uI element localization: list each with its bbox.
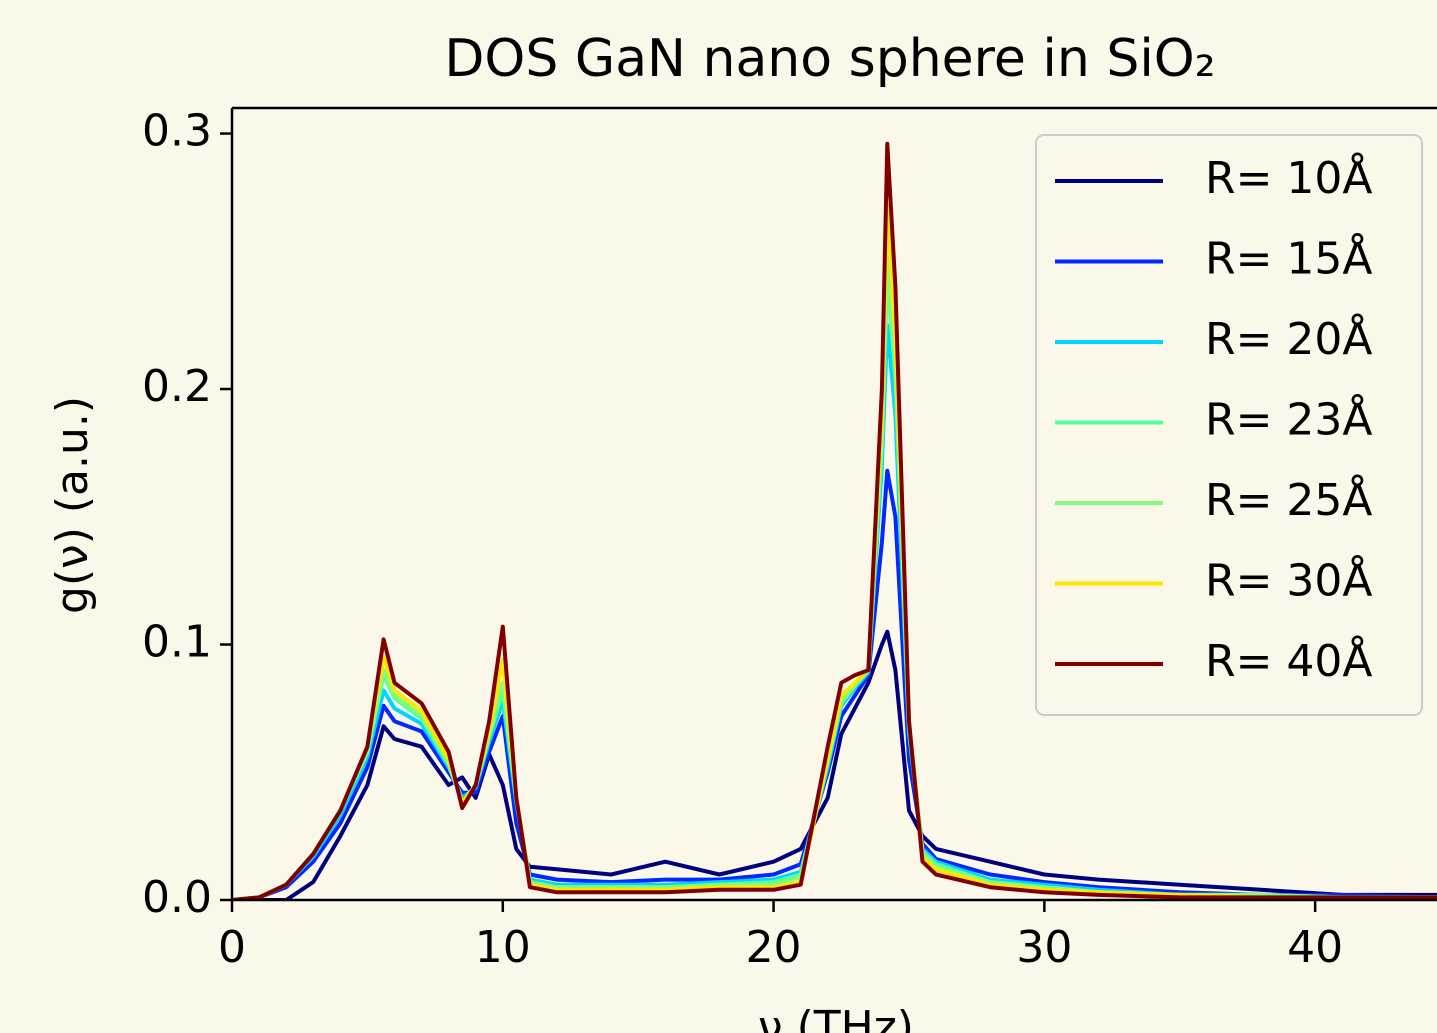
series-line	[232, 254, 1437, 900]
x-tick-label: 20	[746, 922, 802, 973]
y-tick-label: 0.1	[142, 617, 212, 668]
x-tick-label: 30	[1016, 922, 1072, 973]
legend-label: R= 23Å	[1205, 393, 1373, 446]
legend-label: R= 10Å	[1205, 151, 1373, 204]
legend-label: R= 15Å	[1205, 232, 1373, 285]
x-axis-label: ν (THz)	[758, 1002, 914, 1033]
legend-box	[1035, 134, 1423, 716]
legend-label: R= 30Å	[1205, 554, 1373, 607]
legend-label: R= 20Å	[1205, 312, 1373, 365]
series-line	[232, 141, 1437, 900]
legend-label: R= 40Å	[1205, 634, 1373, 687]
series-line	[232, 323, 1437, 900]
chart-title: DOS GaN nano sphere in SiO₂	[444, 29, 1215, 89]
legend-label: R= 25Å	[1205, 473, 1373, 526]
series-line	[232, 629, 1437, 900]
y-tick-label: 0.2	[142, 361, 212, 412]
y-tick-label: 0.3	[142, 106, 212, 157]
x-tick-label: 40	[1287, 922, 1343, 973]
series-line	[232, 468, 1437, 900]
series-line	[232, 203, 1437, 900]
x-tick-label: 10	[475, 922, 531, 973]
x-tick-label: 0	[218, 922, 246, 973]
plot-lines	[232, 141, 1437, 900]
y-tick-label: 0.0	[142, 872, 212, 923]
y-axis-label: g(ν) (a.u.)	[47, 396, 98, 614]
